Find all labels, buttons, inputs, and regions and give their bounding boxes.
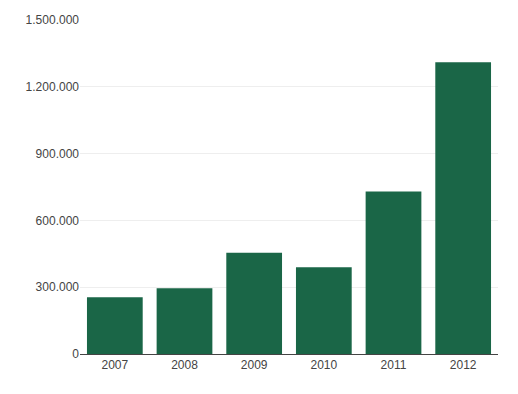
svg-text:2010: 2010: [310, 358, 337, 372]
svg-text:2007: 2007: [101, 358, 128, 372]
svg-text:2009: 2009: [241, 358, 268, 372]
svg-text:1.200.000: 1.200.000: [26, 80, 80, 94]
svg-text:2012: 2012: [450, 358, 477, 372]
svg-text:600.000: 600.000: [36, 214, 80, 228]
svg-text:900.000: 900.000: [36, 147, 80, 161]
svg-text:2008: 2008: [171, 358, 198, 372]
svg-text:1.500.000: 1.500.000: [26, 13, 80, 27]
svg-text:300.000: 300.000: [36, 280, 80, 294]
svg-text:2011: 2011: [381, 358, 407, 372]
svg-text:0: 0: [72, 347, 79, 361]
